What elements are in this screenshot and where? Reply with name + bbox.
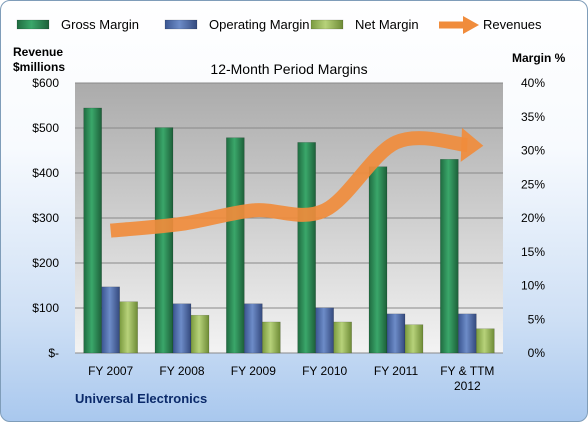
right-tick-label: 35% [521, 110, 545, 124]
bars-group [83, 107, 495, 354]
gross-margin-bar [154, 127, 174, 354]
category-label: FY 2010 [302, 364, 347, 378]
legend: Gross Margin Operating Margin Net Margin Re… [16, 16, 542, 34]
right-tick-label: 25% [521, 177, 545, 191]
right-axis-ticks: 0% 5% 10% 15% 20% 25% 30% 35% 40% [521, 76, 545, 360]
left-axis-ticks: $- $100 $200 $300 $400 $500 $600 [32, 76, 59, 360]
left-tick-label: $600 [32, 76, 59, 90]
legend-swatch [164, 19, 198, 30]
right-tick-label: 20% [521, 211, 545, 225]
revenue-line-group [110, 127, 484, 238]
operating-margin-bar [172, 303, 192, 354]
legend-label: Net Margin [355, 17, 419, 32]
operating-margin-bar [386, 313, 406, 354]
gross-margin-bar [83, 107, 102, 354]
right-axis-label: Margin % [512, 51, 566, 65]
left-axis-label-line1: Revenue [13, 45, 63, 59]
legend-label: Revenues [483, 17, 542, 32]
net-margin-bar [333, 321, 352, 354]
legend-label: Gross Margin [61, 17, 139, 32]
operating-margin-bar [458, 313, 477, 354]
gross-margin-bar [440, 159, 459, 354]
right-tick-label: 10% [521, 279, 545, 293]
gross-margin-bar [368, 166, 388, 354]
net-margin-bar [404, 324, 424, 354]
left-tick-label: $- [48, 346, 59, 360]
net-margin-bar [119, 301, 138, 354]
left-tick-label: $400 [32, 166, 59, 180]
company-name: Universal Electronics [75, 391, 207, 406]
right-tick-label: 30% [521, 144, 545, 158]
legend-label: Operating Margin [209, 17, 309, 32]
left-axis-label-line2: $millions [13, 60, 65, 74]
gross-margin-bar [226, 137, 245, 354]
left-tick-label: $200 [32, 256, 59, 270]
net-margin-bar [476, 328, 495, 354]
operating-margin-bar [244, 303, 263, 354]
category-label: FY 2007 [88, 364, 133, 378]
category-labels: FY 2007 FY 2008 FY 2009 FY 2010 FY 2011 FY & … [88, 364, 494, 393]
legend-swatch [310, 19, 344, 30]
left-tick-label: $300 [32, 211, 59, 225]
category-label: FY 2011 [374, 364, 419, 378]
right-tick-label: 15% [521, 245, 545, 259]
revenues-arrowhead [460, 127, 484, 162]
gross-margin-bar [297, 142, 316, 354]
revenues-line [110, 131, 469, 238]
category-label: FY 2009 [231, 364, 276, 378]
category-label: FY 2008 [159, 364, 204, 378]
right-tick-label: 5% [528, 312, 546, 326]
legend-swatch [16, 19, 50, 30]
category-label: FY & TTM 2012 [440, 364, 494, 393]
legend-arrowhead [463, 16, 479, 34]
net-margin-bar [262, 321, 281, 354]
net-margin-bar [190, 314, 210, 354]
operating-margin-bar [315, 307, 334, 354]
gridlines [75, 82, 503, 354]
left-tick-label: $500 [32, 121, 59, 135]
right-tick-label: 40% [521, 76, 545, 90]
right-tick-label: 0% [528, 346, 546, 360]
operating-margin-bar [101, 286, 120, 354]
chart-title: 12-Month Period Margins [210, 61, 367, 77]
left-tick-label: $100 [32, 301, 59, 315]
